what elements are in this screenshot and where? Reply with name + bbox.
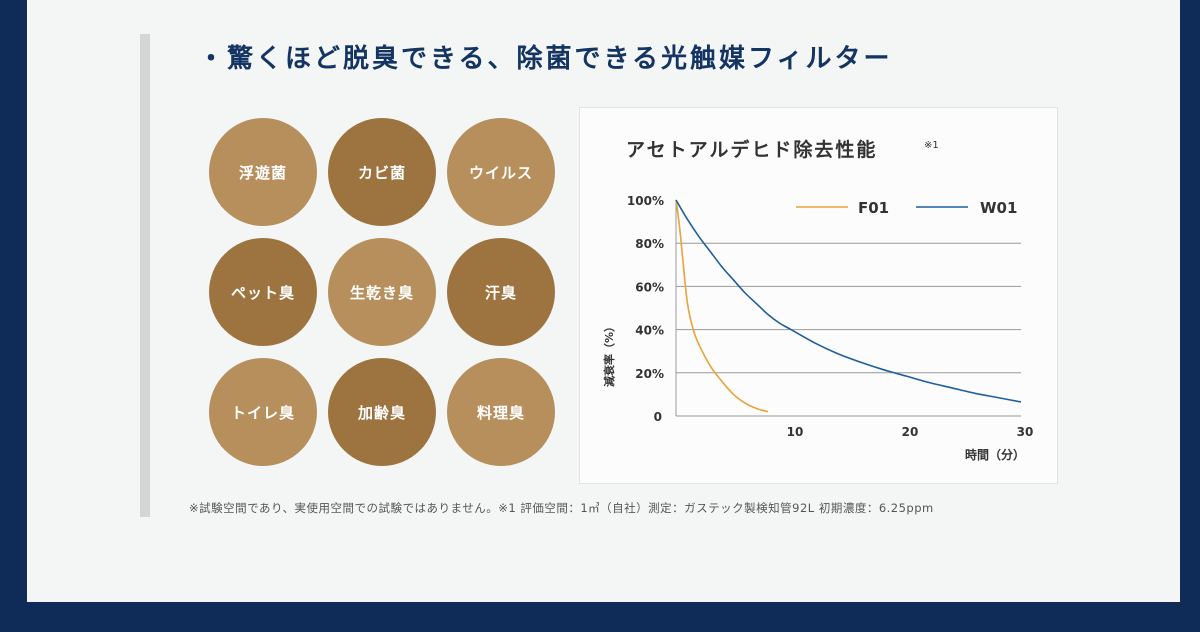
odor-badge-cooking-odor: 料理臭 <box>447 358 555 466</box>
y-tick-label: 60% <box>635 280 664 294</box>
accent-bar <box>140 34 150 517</box>
x-axis-label: 時間（分） <box>965 447 1025 462</box>
series-line-f01 <box>675 199 769 413</box>
series-line-w01 <box>675 199 1022 403</box>
y-tick-label: 80% <box>635 237 664 251</box>
legend-label-f01: F01 <box>858 199 889 217</box>
y-tick-label: 40% <box>635 324 664 338</box>
chart-title: アセトアルデヒド除去性能 <box>626 138 877 161</box>
x-tick-label: 30 <box>1017 425 1034 439</box>
odor-badge-toilet-odor: トイレ臭 <box>209 358 317 466</box>
y-tick-label: 100% <box>627 194 664 208</box>
odor-badge-airborne-bacteria: 浮遊菌 <box>209 118 317 226</box>
legend-label-w01: W01 <box>980 199 1017 217</box>
x-tick-label: 10 <box>787 425 804 439</box>
odor-badge-mold: カビ菌 <box>328 118 436 226</box>
y-tick-label: 0 <box>654 410 662 424</box>
chart-container: アセトアルデヒド除去性能 ※1 減衰率（%） 時間（分） 0 20% 40% 60% 8… <box>579 107 1058 484</box>
odor-badge-sweat-odor: 汗臭 <box>447 238 555 346</box>
odor-badge-virus: ウイルス <box>447 118 555 226</box>
odor-badge-damp-laundry-odor: 生乾き臭 <box>328 238 436 346</box>
acetaldehyde-removal-chart: アセトアルデヒド除去性能 ※1 減衰率（%） 時間（分） 0 20% 40% 60% 8… <box>602 138 1034 462</box>
x-tick-label: 20 <box>902 425 919 439</box>
chart-title-note: ※1 <box>924 140 939 151</box>
odor-badge-aging-odor: 加齢臭 <box>328 358 436 466</box>
section-title: ・驚くほど脱臭できる、除菌できる光触媒フィルター <box>198 44 893 74</box>
footnote: ※試験空間であり、実使用空間での試験ではありません。※1 評価空間：1㎥（自社）… <box>189 501 934 515</box>
y-axis-label: 減衰率（%） <box>602 321 616 387</box>
odor-badge-pet-odor: ペット臭 <box>209 238 317 346</box>
y-tick-label: 20% <box>635 367 664 381</box>
